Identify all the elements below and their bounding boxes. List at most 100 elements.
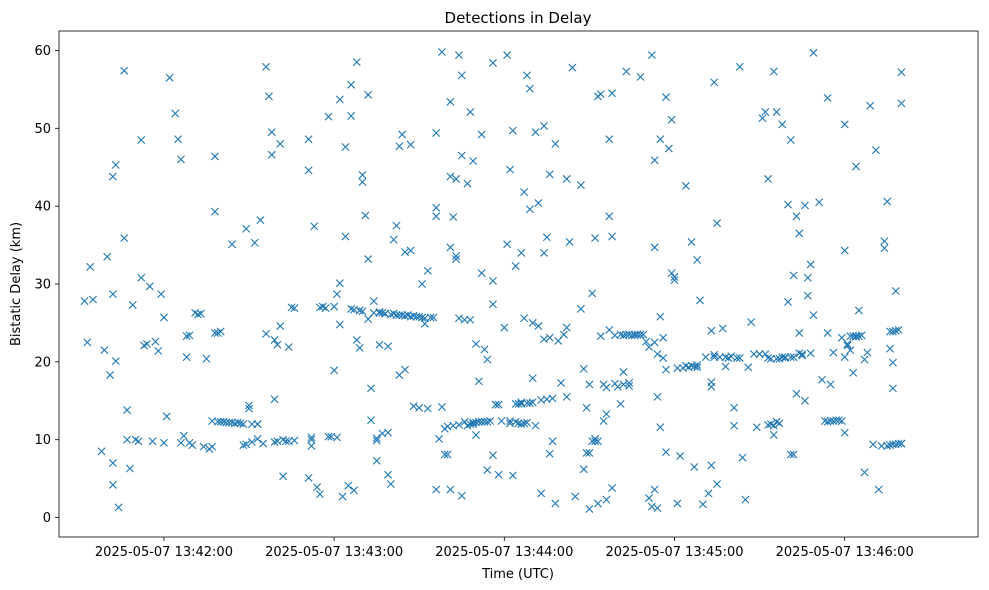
data-point bbox=[273, 437, 282, 446]
data-points bbox=[80, 48, 906, 513]
data-point bbox=[897, 68, 906, 77]
data-point bbox=[744, 363, 753, 372]
data-point bbox=[633, 330, 642, 339]
data-point bbox=[644, 494, 653, 503]
data-point bbox=[506, 165, 514, 174]
data-point bbox=[443, 450, 452, 459]
data-point bbox=[454, 314, 463, 323]
data-point bbox=[608, 483, 617, 492]
data-point bbox=[800, 396, 809, 405]
data-point bbox=[176, 438, 185, 447]
data-point bbox=[562, 323, 571, 332]
data-point bbox=[690, 462, 699, 471]
data-point bbox=[789, 450, 798, 459]
data-point bbox=[103, 252, 112, 261]
data-point bbox=[540, 335, 549, 344]
data-point bbox=[511, 399, 520, 408]
data-point bbox=[123, 435, 132, 444]
data-point bbox=[179, 431, 188, 440]
data-point bbox=[582, 403, 591, 412]
data-point bbox=[681, 181, 690, 190]
data-point bbox=[710, 353, 719, 362]
data-point bbox=[693, 255, 702, 264]
y-tick-label: 40 bbox=[34, 200, 51, 215]
data-point bbox=[335, 95, 344, 104]
data-point bbox=[335, 279, 344, 288]
data-point bbox=[670, 276, 679, 285]
data-point bbox=[355, 306, 364, 315]
data-point bbox=[253, 434, 262, 443]
data-point bbox=[213, 417, 222, 426]
data-point bbox=[239, 420, 248, 429]
data-point bbox=[259, 439, 268, 448]
data-point bbox=[145, 282, 154, 291]
data-point bbox=[755, 350, 764, 359]
data-point bbox=[432, 485, 441, 494]
data-point bbox=[591, 234, 600, 243]
data-point bbox=[781, 353, 790, 362]
data-point bbox=[542, 233, 551, 242]
data-point bbox=[386, 480, 395, 489]
data-point bbox=[880, 237, 889, 246]
data-point bbox=[670, 273, 679, 281]
data-point bbox=[520, 419, 529, 428]
data-point bbox=[361, 211, 370, 220]
chart-title: Detections in Delay bbox=[445, 9, 592, 27]
data-point bbox=[823, 329, 832, 338]
data-point bbox=[347, 304, 356, 313]
data-point bbox=[662, 448, 670, 457]
data-point bbox=[199, 442, 208, 451]
data-point bbox=[310, 222, 319, 231]
data-point bbox=[211, 329, 219, 338]
data-point bbox=[630, 330, 639, 339]
y-axis-label: Bistatic Delay (km) bbox=[9, 222, 24, 346]
data-point bbox=[659, 353, 668, 362]
data-point bbox=[591, 437, 600, 446]
data-point bbox=[264, 92, 273, 101]
y-tick-label: 60 bbox=[34, 44, 51, 59]
data-point bbox=[398, 311, 407, 320]
data-point bbox=[846, 346, 855, 355]
data-point bbox=[523, 71, 531, 80]
y-tick-label: 10 bbox=[34, 433, 51, 448]
data-point bbox=[358, 171, 367, 180]
data-point bbox=[108, 172, 117, 181]
data-point bbox=[701, 353, 710, 362]
data-point bbox=[270, 395, 279, 404]
data-point bbox=[860, 468, 869, 477]
data-point bbox=[276, 322, 285, 331]
data-point bbox=[335, 320, 344, 329]
data-point bbox=[406, 312, 415, 321]
data-point bbox=[852, 162, 861, 171]
data-point bbox=[372, 456, 381, 465]
data-point bbox=[415, 403, 424, 412]
x-tick-label: 2025-05-07 13:45:00 bbox=[605, 545, 743, 560]
data-point bbox=[557, 378, 566, 387]
data-point bbox=[494, 470, 503, 479]
data-point bbox=[355, 343, 364, 352]
data-point bbox=[775, 419, 784, 428]
data-point bbox=[622, 67, 631, 76]
data-point bbox=[545, 333, 554, 342]
data-point bbox=[517, 248, 526, 257]
data-point bbox=[727, 352, 736, 361]
data-point bbox=[389, 235, 398, 244]
data-point bbox=[406, 246, 415, 255]
data-point bbox=[367, 384, 375, 393]
data-point bbox=[463, 179, 472, 188]
data-point bbox=[647, 502, 656, 511]
data-point bbox=[491, 400, 500, 409]
data-point bbox=[523, 418, 531, 427]
data-point bbox=[514, 419, 523, 428]
data-point bbox=[843, 339, 852, 348]
data-point bbox=[605, 212, 614, 221]
data-point bbox=[798, 351, 807, 360]
data-point bbox=[778, 353, 787, 362]
data-point bbox=[401, 365, 410, 374]
data-point bbox=[644, 343, 653, 352]
data-point bbox=[585, 504, 594, 513]
data-point bbox=[579, 465, 588, 474]
data-point bbox=[531, 128, 540, 137]
data-point bbox=[778, 120, 787, 129]
data-point bbox=[89, 295, 98, 304]
